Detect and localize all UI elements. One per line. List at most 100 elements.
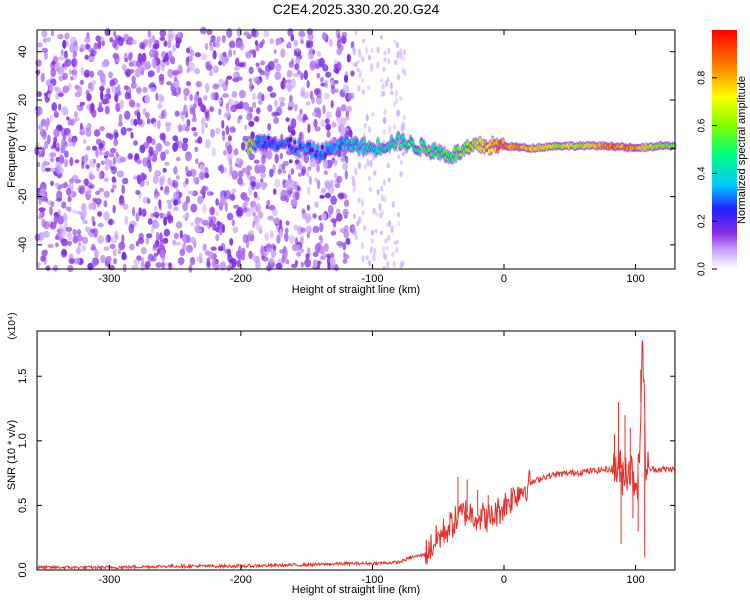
noise-blob (103, 211, 110, 221)
noise-blob (55, 197, 63, 202)
noise-blob (295, 159, 300, 164)
noise-blob (336, 106, 342, 115)
noise-blob (126, 127, 133, 132)
noise-blob (155, 231, 160, 242)
noise-blob (52, 264, 59, 272)
noise-blob (148, 70, 155, 77)
noise-blob (194, 216, 201, 225)
noise-blob (117, 249, 121, 255)
noise-blob (35, 59, 42, 67)
noise-blob (150, 87, 156, 92)
noise-blob (287, 106, 293, 111)
noise-blob (221, 119, 225, 129)
noise-blob (279, 152, 283, 160)
noise-blob (178, 124, 183, 133)
noise-blob (215, 234, 220, 242)
noise-blob (130, 132, 134, 139)
noise-blob (395, 41, 399, 49)
noise-blob (299, 108, 303, 115)
noise-blob (316, 179, 321, 190)
noise-blob (289, 94, 293, 103)
noise-blob (175, 221, 183, 229)
noise-blob (69, 36, 77, 45)
noise-blob (128, 99, 135, 108)
noise-blob (62, 72, 68, 81)
signal-core (249, 146, 253, 152)
noise-blob (89, 232, 94, 238)
noise-blob (113, 138, 119, 147)
noise-blob (306, 167, 310, 178)
noise-blob (97, 40, 102, 50)
signal-core (355, 138, 359, 144)
noise-blob (382, 129, 386, 136)
noise-blob (138, 207, 142, 217)
noise-blob (228, 258, 234, 264)
noise-blob (276, 234, 281, 244)
noise-blob (111, 184, 117, 189)
noise-blob (109, 147, 117, 154)
noise-blob (109, 166, 115, 171)
noise-blob (123, 33, 129, 39)
noise-blob (185, 56, 190, 67)
noise-blob (167, 68, 174, 78)
x-tick-label: -300 (98, 273, 120, 285)
noise-blob (232, 49, 236, 56)
noise-blob (120, 126, 127, 136)
noise-blob (129, 243, 135, 251)
noise-blob (279, 101, 285, 108)
noise-blob (215, 211, 219, 217)
noise-blob (67, 240, 72, 246)
noise-blob (41, 249, 48, 257)
noise-blob (38, 145, 43, 153)
noise-blob (122, 263, 127, 273)
noise-blob (370, 64, 374, 73)
noise-blob (133, 140, 138, 146)
noise-blob (268, 204, 276, 211)
noise-blob (351, 92, 355, 100)
noise-blob (383, 196, 387, 203)
noise-blob (186, 119, 191, 127)
noise-blob (267, 60, 275, 71)
noise-blob (199, 171, 205, 181)
noise-blob (171, 91, 178, 97)
noise-blob (330, 86, 336, 95)
noise-blob (142, 61, 146, 72)
noise-blob (209, 206, 216, 216)
noise-blob (144, 94, 151, 104)
noise-blob (269, 257, 275, 264)
noise-blob (363, 122, 367, 129)
signal-core (316, 145, 320, 150)
noise-blob (142, 86, 148, 94)
noise-blob (343, 251, 347, 257)
x-tick-label: 100 (626, 273, 644, 285)
noise-blob (38, 212, 43, 218)
noise-blob (71, 59, 77, 65)
noise-blob (194, 146, 199, 153)
signal-core (451, 157, 455, 163)
noise-blob (119, 99, 125, 110)
spectrogram-y-axis-label: Frequency (Hz) (6, 112, 18, 188)
noise-blob (188, 62, 195, 72)
noise-blob (392, 260, 396, 268)
noise-blob (73, 50, 77, 58)
noise-blob (86, 93, 92, 102)
noise-blob (312, 213, 317, 219)
noise-blob (40, 255, 46, 262)
noise-blob (274, 178, 281, 188)
noise-blob (84, 73, 90, 78)
noise-blob (76, 229, 82, 236)
noise-blob (163, 228, 171, 237)
noise-blob (181, 141, 188, 152)
noise-blob (263, 69, 271, 77)
noise-blob (333, 63, 339, 70)
noise-blob (89, 70, 95, 78)
signal-core (258, 144, 262, 149)
noise-blob (36, 161, 41, 167)
noise-blob (255, 224, 263, 231)
noise-blob (260, 60, 266, 66)
noise-blob (382, 66, 386, 72)
noise-blob (391, 201, 395, 208)
noise-blob (39, 187, 45, 197)
signal-core (478, 138, 482, 143)
